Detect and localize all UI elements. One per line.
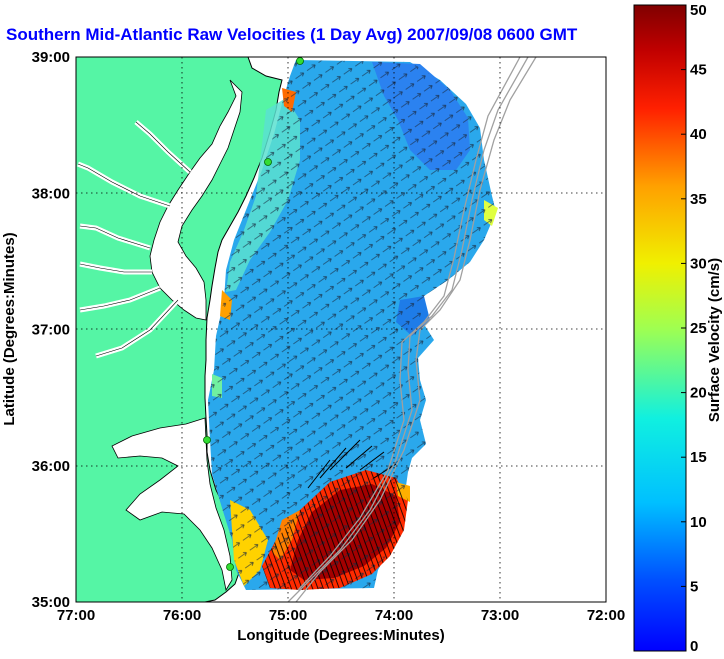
radar-stations: [203, 57, 304, 571]
colorbar-tick-label: 30: [690, 255, 707, 272]
colorbar-tick-label: 10: [690, 514, 707, 531]
albemarle-pamlico-sounds: [111, 417, 233, 592]
y-tick-label: 37:00: [32, 322, 70, 339]
colorbar-tick-labels: 0 5 10 15 20 25 30 35 40 45 50: [681, 2, 707, 655]
colorbar-tick-label: 15: [690, 449, 707, 466]
colorbar-tick-label: 50: [690, 2, 707, 19]
x-tick-label: 75:00: [269, 607, 307, 624]
colorbar-tick-label: 25: [690, 320, 707, 337]
grid-lines: [76, 57, 606, 602]
y-tick-label: 38:00: [32, 185, 70, 202]
x-tick-label: 77:00: [57, 607, 95, 624]
x-tick-label: 72:00: [587, 607, 625, 624]
plot-frame: [75, 56, 607, 603]
colorbar-tick-label: 20: [690, 385, 707, 402]
chesapeake-bay: [149, 79, 243, 321]
colorbar-tick-label: 40: [690, 126, 707, 143]
y-tick-label: 39:00: [32, 49, 70, 66]
x-tick-label: 74:00: [375, 607, 413, 624]
y-tick-label: 35:00: [32, 594, 70, 611]
x-tick-label: 76:00: [163, 607, 201, 624]
y-tick-label: 36:00: [32, 458, 70, 475]
colorbar-label: Surface Velocity (cm/s): [706, 258, 723, 422]
radar-station-marker: [226, 563, 234, 571]
colorbar-tick-label: 0: [690, 638, 698, 655]
y-axis-label: Latitude (Degrees:Minutes): [1, 232, 18, 425]
bathymetry-contours: [287, 57, 537, 602]
radar-station-marker: [296, 57, 304, 65]
colorbar-tick-label: 35: [690, 191, 707, 208]
x-axis-label: Longitude (Degrees:Minutes): [237, 627, 445, 644]
x-tick-label: 73:00: [481, 607, 519, 624]
radar-station-marker: [203, 436, 211, 444]
colorbar-tick-label: 45: [690, 62, 707, 79]
colorbar-tick-label: 5: [690, 578, 698, 595]
y-tick-labels: 35:00 36:00 37:00 38:00 39:00: [32, 49, 70, 611]
colorbar: [633, 4, 687, 652]
chart-title: Southern Mid-Atlantic Raw Velocities (1 …: [6, 25, 578, 44]
hatteras-jet-vectors: [307, 439, 397, 489]
x-tick-labels: 77:00 76:00 75:00 74:00 73:00 72:00: [57, 607, 625, 624]
radar-station-marker: [264, 158, 272, 166]
